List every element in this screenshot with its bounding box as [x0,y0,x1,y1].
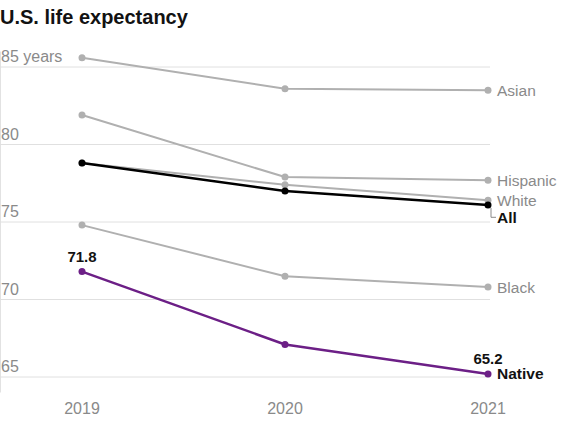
y-tick-label: 75 [1,203,19,220]
series-label: All [497,209,517,226]
chart: U.S. life expectancy 65 70 75 80 85 years 2019… [0,0,568,426]
series-label: Asian [497,82,536,99]
plot-area [79,54,492,377]
series-line [82,163,488,200]
series-label: Hispanic [497,172,557,189]
y-tick-label: 65 [1,358,19,375]
series-line [82,163,488,205]
series-point [282,341,289,348]
series-point [485,87,492,94]
series-point [79,268,86,275]
grid-line [0,144,490,145]
series-point [282,181,289,188]
data-label: 71.8 [67,248,96,265]
y-tick-label: 70 [1,281,19,298]
series-point [485,370,492,377]
data-label: 65.2 [473,350,502,367]
series-point [282,188,289,195]
series-point [79,160,86,167]
grid-line [0,67,490,68]
series-point [282,85,289,92]
series-label: White [497,192,537,209]
series-label: Black [497,279,535,296]
series-line [82,225,488,287]
series-point [485,201,492,208]
x-tick-label: 2020 [267,400,303,417]
y-tick-label: 85 years [1,48,62,65]
series-point [282,174,289,181]
series-point [485,177,492,184]
x-tick-label: 2021 [470,400,506,417]
series-label: Native [497,365,544,382]
series-point [282,273,289,280]
label-connector [491,208,496,217]
series-point [485,284,492,291]
grid-line [0,377,490,378]
series-line [82,272,488,374]
series-point [79,222,86,229]
y-tick-label: 80 [1,126,19,143]
series-point [79,112,86,119]
series-point [79,54,86,61]
title: U.S. life expectancy [0,6,189,28]
grid-line [0,222,490,223]
grid-line [0,299,490,300]
x-tick-label: 2019 [64,400,100,417]
series-point [79,160,86,167]
